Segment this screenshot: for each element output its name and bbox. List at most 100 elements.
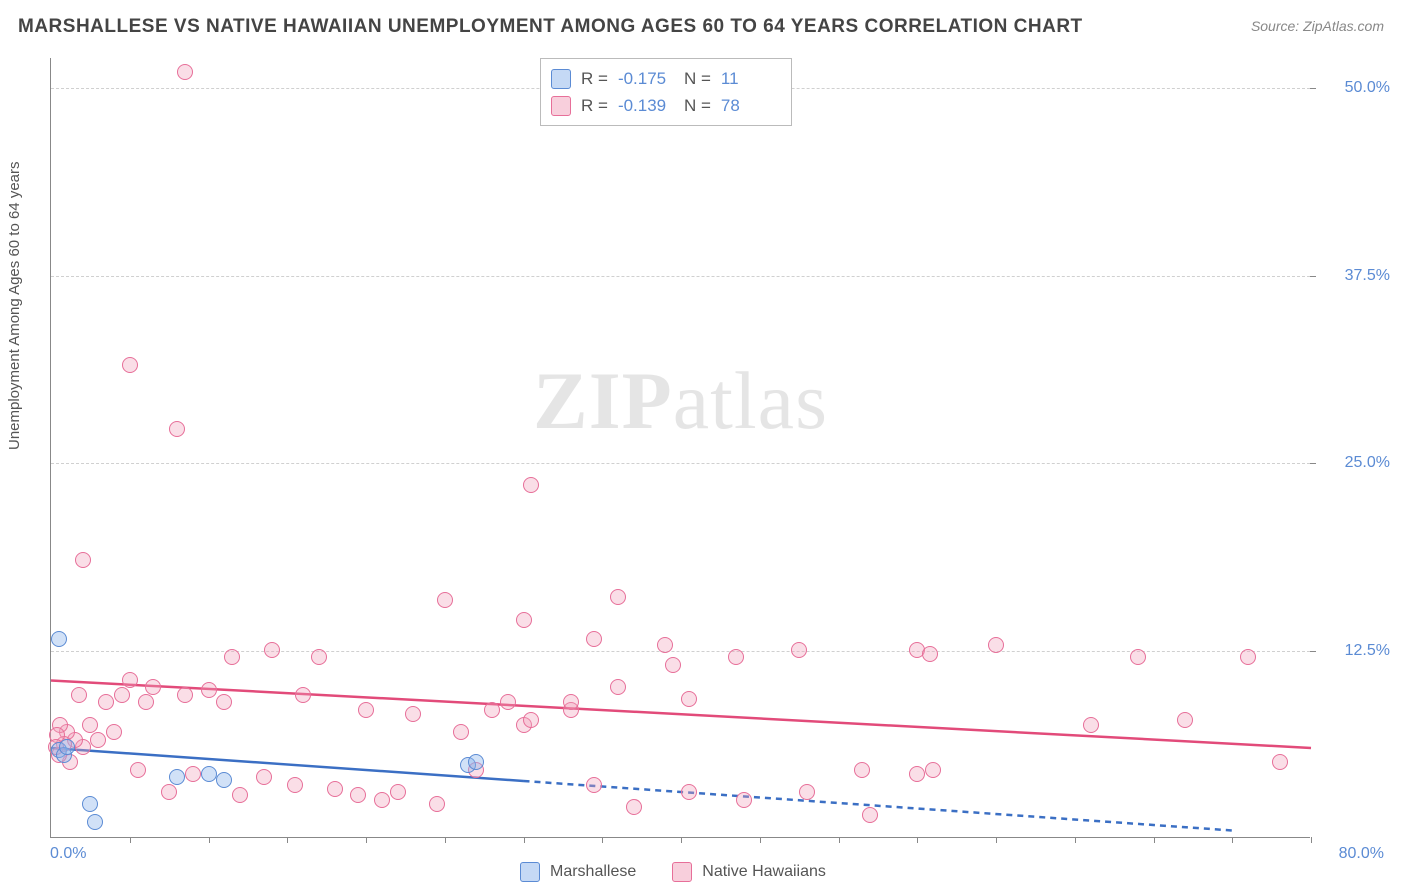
data-point [295, 687, 311, 703]
data-point [122, 357, 138, 373]
data-point [626, 799, 642, 815]
legend-label: Native Hawaiians [702, 863, 826, 881]
x-tick [130, 837, 131, 843]
x-tick [1311, 837, 1312, 843]
data-point [201, 682, 217, 698]
data-point [311, 649, 327, 665]
data-point [71, 687, 87, 703]
data-point [59, 739, 75, 755]
r-value-blue: -0.175 [618, 65, 674, 92]
x-tick [1154, 837, 1155, 843]
data-point [201, 766, 217, 782]
data-point [523, 477, 539, 493]
y-axis-label: Unemployment Among Ages 60 to 64 years [6, 161, 23, 450]
data-point [728, 649, 744, 665]
source-attribution: Source: ZipAtlas.com [1251, 18, 1384, 34]
data-point [82, 717, 98, 733]
data-point [90, 732, 106, 748]
origin-label: 0.0% [50, 845, 86, 863]
gridline [51, 276, 1310, 277]
x-tick [917, 837, 918, 843]
x-tick [445, 837, 446, 843]
x-tick [760, 837, 761, 843]
data-point [922, 646, 938, 662]
swatch-blue-icon [551, 69, 571, 89]
n-value-blue: 11 [721, 65, 777, 92]
data-point [681, 784, 697, 800]
stats-row-pink: R = -0.139 N = 78 [551, 92, 777, 119]
legend-item-marshallese: Marshallese [520, 862, 636, 882]
data-point [1272, 754, 1288, 770]
gridline [51, 651, 1310, 652]
x-tick [839, 837, 840, 843]
data-point [216, 772, 232, 788]
trend-line [51, 681, 1311, 749]
gridline [51, 463, 1310, 464]
r-label: R = [581, 92, 608, 119]
data-point [138, 694, 154, 710]
plot-area: ZIPatlas 12.5%25.0%37.5%50.0% [50, 58, 1310, 838]
data-point [114, 687, 130, 703]
swatch-pink-icon [672, 862, 692, 882]
data-point [468, 754, 484, 770]
data-point [610, 589, 626, 605]
legend: Marshallese Native Hawaiians [520, 862, 826, 882]
x-tick [209, 837, 210, 843]
swatch-pink-icon [551, 96, 571, 116]
data-point [657, 637, 673, 653]
data-point [177, 64, 193, 80]
data-point [98, 694, 114, 710]
data-point [516, 612, 532, 628]
data-point [988, 637, 1004, 653]
data-point [390, 784, 406, 800]
data-point [665, 657, 681, 673]
data-point [264, 642, 280, 658]
data-point [405, 706, 421, 722]
data-point [106, 724, 122, 740]
trendlines-layer [51, 58, 1310, 837]
y-tick-label: 37.5% [1345, 267, 1390, 285]
trend-line [51, 748, 524, 781]
data-point [453, 724, 469, 740]
x-tick [1075, 837, 1076, 843]
data-point [216, 694, 232, 710]
data-point [169, 421, 185, 437]
data-point [256, 769, 272, 785]
data-point [130, 762, 146, 778]
data-point [563, 694, 579, 710]
data-point [1240, 649, 1256, 665]
stats-row-blue: R = -0.175 N = 11 [551, 65, 777, 92]
legend-item-native-hawaiians: Native Hawaiians [672, 862, 826, 882]
data-point [145, 679, 161, 695]
y-tick-label: 50.0% [1345, 79, 1390, 97]
y-tick [1310, 276, 1316, 277]
swatch-blue-icon [520, 862, 540, 882]
data-point [169, 769, 185, 785]
y-tick-label: 25.0% [1345, 454, 1390, 472]
data-point [484, 702, 500, 718]
data-point [681, 691, 697, 707]
data-point [925, 762, 941, 778]
data-point [586, 631, 602, 647]
data-point [909, 766, 925, 782]
r-label: R = [581, 65, 608, 92]
x-tick [602, 837, 603, 843]
data-point [87, 814, 103, 830]
chart-title: MARSHALLESE VS NATIVE HAWAIIAN UNEMPLOYM… [18, 16, 1083, 38]
data-point [75, 552, 91, 568]
data-point [51, 631, 67, 647]
data-point [500, 694, 516, 710]
data-point [1130, 649, 1146, 665]
data-point [224, 649, 240, 665]
x-tick [1232, 837, 1233, 843]
data-point [122, 672, 138, 688]
data-point [232, 787, 248, 803]
data-point [429, 796, 445, 812]
data-point [161, 784, 177, 800]
data-point [358, 702, 374, 718]
data-point [586, 777, 602, 793]
data-point [437, 592, 453, 608]
data-point [854, 762, 870, 778]
data-point [350, 787, 366, 803]
data-point [374, 792, 390, 808]
